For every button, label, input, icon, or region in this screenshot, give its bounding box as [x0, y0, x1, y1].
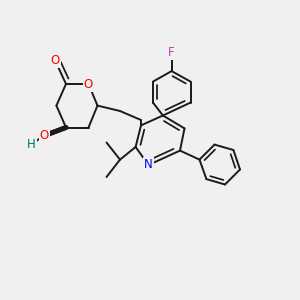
- Text: F: F: [168, 46, 175, 59]
- Text: H: H: [27, 137, 36, 151]
- Text: O: O: [40, 129, 49, 142]
- Text: N: N: [144, 158, 153, 172]
- Text: O: O: [50, 53, 59, 67]
- Text: O: O: [84, 77, 93, 91]
